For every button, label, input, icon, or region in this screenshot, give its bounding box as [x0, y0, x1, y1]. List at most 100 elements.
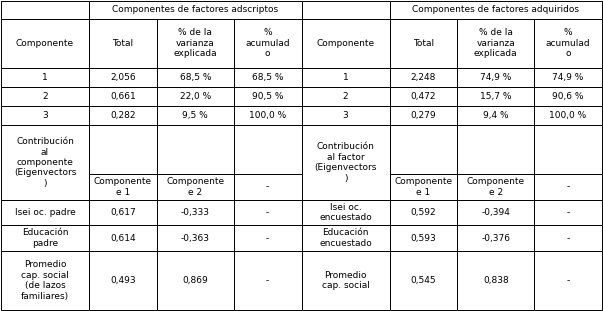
Text: -0,363: -0,363	[181, 234, 210, 243]
Bar	[157, 125, 234, 174]
Bar	[302, 225, 390, 251]
Text: -: -	[266, 234, 269, 243]
Bar	[458, 19, 534, 68]
Bar	[1, 87, 89, 106]
Text: 0,592: 0,592	[411, 208, 437, 217]
Text: % de la
varianza
explicada: % de la varianza explicada	[174, 28, 217, 58]
Text: 3: 3	[42, 111, 48, 120]
Bar	[534, 19, 602, 68]
Bar	[234, 19, 302, 68]
Text: 0,838: 0,838	[483, 276, 509, 285]
Text: Total: Total	[112, 39, 134, 48]
Bar	[89, 68, 157, 87]
Text: -: -	[266, 276, 269, 285]
Text: % de la
varianza
explicada: % de la varianza explicada	[474, 28, 517, 58]
Text: 2: 2	[42, 92, 48, 101]
Text: Componentes de factores adscriptos: Componentes de factores adscriptos	[112, 6, 279, 15]
Bar	[390, 200, 458, 225]
Bar	[302, 68, 390, 87]
Bar	[234, 251, 302, 310]
Bar	[534, 225, 602, 251]
Text: 0,493: 0,493	[110, 276, 136, 285]
Text: 9,4 %: 9,4 %	[483, 111, 508, 120]
Bar	[534, 87, 602, 106]
Bar	[390, 1, 602, 19]
Text: -: -	[266, 183, 269, 191]
Text: -: -	[566, 234, 570, 243]
Bar	[302, 1, 390, 19]
Text: Promedio
cap. social: Promedio cap. social	[321, 271, 370, 290]
Text: 0,545: 0,545	[411, 276, 437, 285]
Bar	[89, 106, 157, 125]
Text: 74,9 %: 74,9 %	[552, 73, 584, 82]
Bar	[157, 200, 234, 225]
Bar	[89, 200, 157, 225]
Text: -0,376: -0,376	[481, 234, 510, 243]
Bar	[89, 174, 157, 200]
Bar	[1, 251, 89, 310]
Text: 68,5 %: 68,5 %	[252, 73, 283, 82]
Bar	[534, 251, 602, 310]
Bar	[157, 68, 234, 87]
Bar	[1, 125, 89, 200]
Text: 2: 2	[343, 92, 349, 101]
Text: 3: 3	[343, 111, 349, 120]
Bar	[458, 225, 534, 251]
Bar	[390, 19, 458, 68]
Text: Componente
e 2: Componente e 2	[467, 177, 525, 197]
Bar	[234, 225, 302, 251]
Text: 22,0 %: 22,0 %	[180, 92, 211, 101]
Bar	[302, 200, 390, 225]
Bar	[234, 125, 302, 174]
Text: 100,0 %: 100,0 %	[249, 111, 286, 120]
Text: 0,869: 0,869	[183, 276, 208, 285]
Text: 90,6 %: 90,6 %	[552, 92, 584, 101]
Bar	[390, 225, 458, 251]
Bar	[89, 19, 157, 68]
Text: 0,661: 0,661	[110, 92, 136, 101]
Text: 1: 1	[343, 73, 349, 82]
Bar	[458, 251, 534, 310]
Bar	[458, 200, 534, 225]
Bar	[302, 251, 390, 310]
Bar	[157, 19, 234, 68]
Text: 74,9 %: 74,9 %	[480, 73, 511, 82]
Text: Componente: Componente	[317, 39, 374, 48]
Bar	[157, 106, 234, 125]
Bar	[157, 87, 234, 106]
Text: 90,5 %: 90,5 %	[252, 92, 283, 101]
Bar	[89, 1, 302, 19]
Bar	[390, 87, 458, 106]
Text: -0,333: -0,333	[181, 208, 210, 217]
Text: Isei oc. padre: Isei oc. padre	[14, 208, 75, 217]
Bar	[458, 106, 534, 125]
Text: 100,0 %: 100,0 %	[549, 111, 587, 120]
Text: Contribución
al factor
(Eigenvectors
): Contribución al factor (Eigenvectors )	[314, 142, 377, 183]
Text: -: -	[566, 208, 570, 217]
Bar	[458, 125, 534, 174]
Text: 9,5 %: 9,5 %	[183, 111, 208, 120]
Bar	[390, 174, 458, 200]
Text: 1: 1	[42, 73, 48, 82]
Text: Educación
encuestado: Educación encuestado	[319, 229, 372, 248]
Bar	[1, 68, 89, 87]
Text: %
acumulad
o: % acumulad o	[546, 28, 590, 58]
Bar	[302, 19, 390, 68]
Text: %
acumulad
o: % acumulad o	[245, 28, 290, 58]
Bar	[302, 106, 390, 125]
Bar	[234, 68, 302, 87]
Text: Componente
e 1: Componente e 1	[94, 177, 152, 197]
Bar	[89, 125, 157, 174]
Bar	[1, 225, 89, 251]
Bar	[1, 19, 89, 68]
Text: Componente: Componente	[16, 39, 74, 48]
Text: Promedio
cap. social
(de lazos
familiares): Promedio cap. social (de lazos familiare…	[21, 260, 69, 301]
Bar	[1, 1, 89, 19]
Bar	[157, 225, 234, 251]
Bar	[534, 200, 602, 225]
Text: Total: Total	[413, 39, 434, 48]
Text: -: -	[566, 276, 570, 285]
Text: 0,593: 0,593	[411, 234, 437, 243]
Bar	[390, 251, 458, 310]
Text: 0,614: 0,614	[110, 234, 136, 243]
